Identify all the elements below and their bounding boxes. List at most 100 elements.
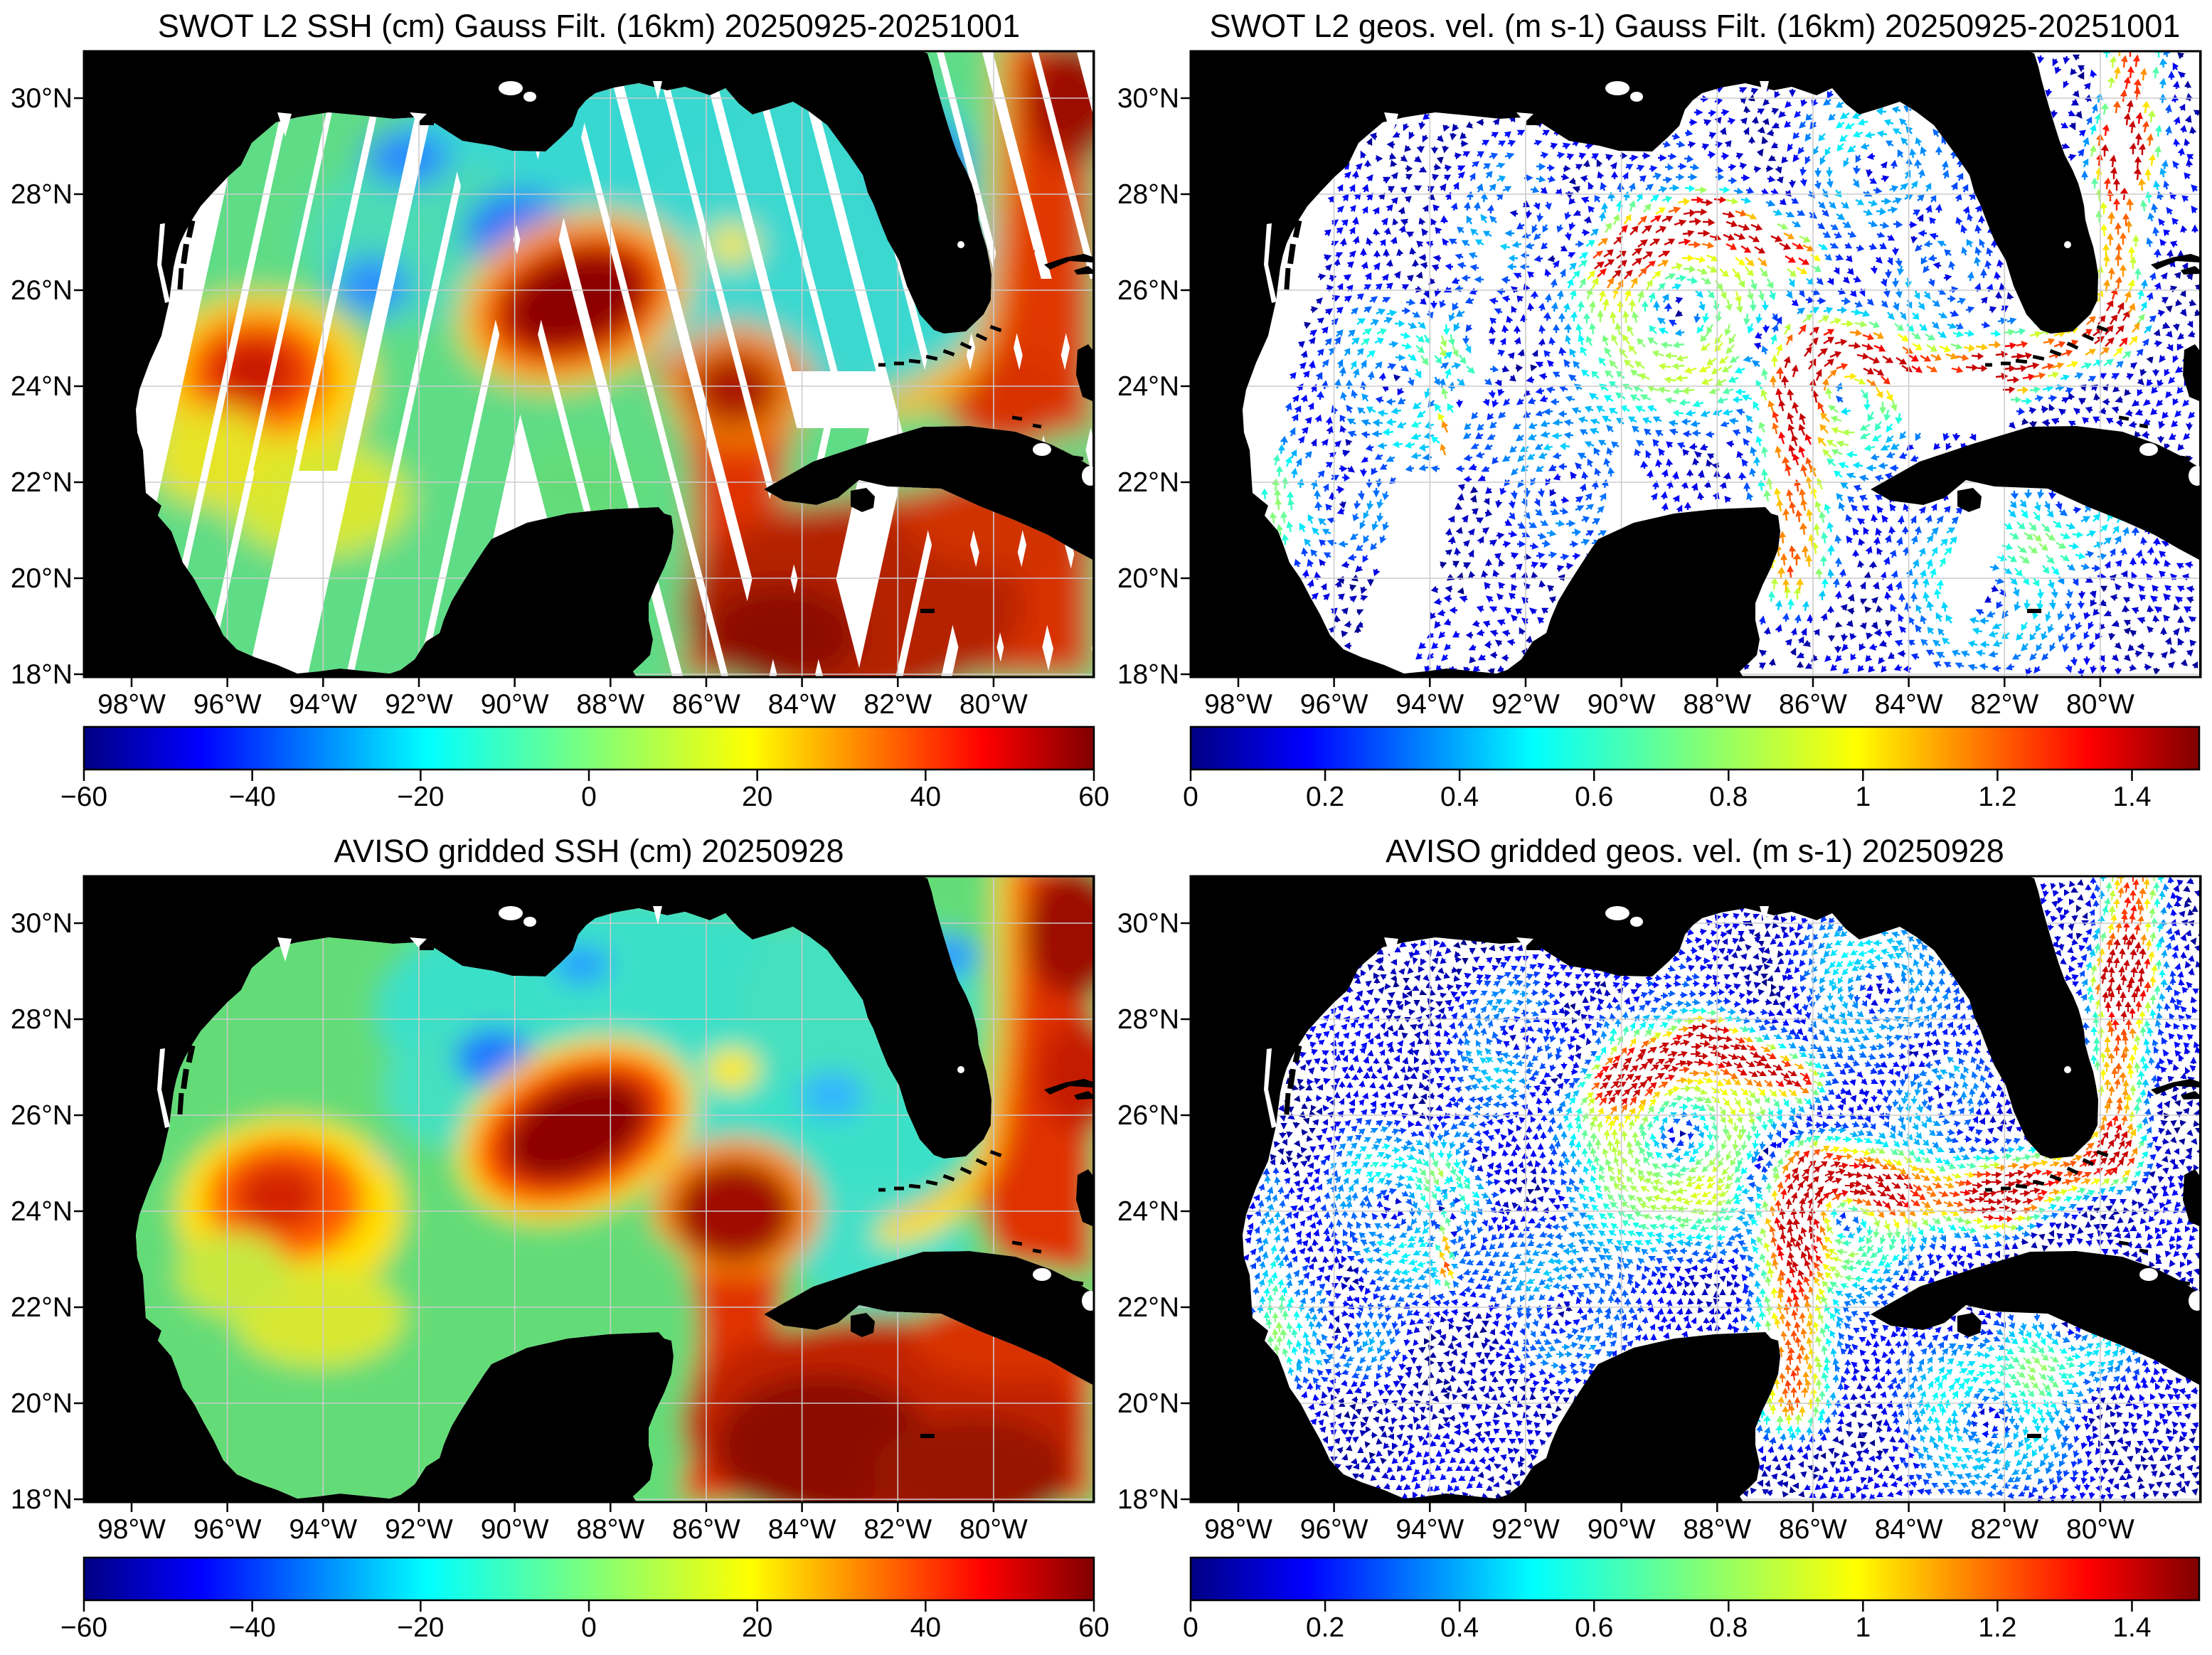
svg-text:82°W: 82°W: [1970, 689, 2038, 720]
svg-text:98°W: 98°W: [1204, 689, 1272, 720]
svg-text:−60: −60: [60, 782, 107, 812]
svg-text:90°W: 90°W: [1588, 689, 1656, 720]
svg-text:24°N: 24°N: [1117, 371, 1179, 402]
svg-text:88°W: 88°W: [1683, 689, 1751, 720]
svg-text:20°N: 20°N: [1117, 1388, 1179, 1419]
svg-text:92°W: 92°W: [385, 689, 453, 720]
svg-text:−20: −20: [397, 782, 444, 812]
svg-text:−40: −40: [229, 1612, 276, 1643]
svg-text:82°W: 82°W: [863, 1514, 932, 1545]
svg-text:30°N: 30°N: [1117, 908, 1179, 939]
svg-text:1.2: 1.2: [1978, 1612, 2016, 1643]
svg-text:90°W: 90°W: [481, 689, 549, 720]
svg-text:26°N: 26°N: [11, 275, 73, 306]
svg-text:24°N: 24°N: [11, 371, 73, 402]
svg-text:98°W: 98°W: [97, 689, 166, 720]
svg-text:0.6: 0.6: [1575, 782, 1613, 812]
svg-text:0: 0: [581, 1612, 597, 1643]
svg-text:20°N: 20°N: [11, 563, 73, 594]
svg-text:18°N: 18°N: [11, 659, 73, 690]
svg-text:92°W: 92°W: [1491, 689, 1560, 720]
svg-text:84°W: 84°W: [768, 1514, 836, 1545]
svg-text:84°W: 84°W: [1875, 689, 1943, 720]
svg-text:0.4: 0.4: [1440, 782, 1479, 812]
svg-text:82°W: 82°W: [1970, 1514, 2038, 1545]
svg-text:AVISO gridded SSH (cm) 2025092: AVISO gridded SSH (cm) 20250928: [334, 833, 844, 869]
svg-text:30°N: 30°N: [11, 83, 73, 114]
svg-text:30°N: 30°N: [1117, 83, 1179, 114]
svg-text:26°N: 26°N: [1117, 1100, 1179, 1131]
svg-text:84°W: 84°W: [1875, 1514, 1943, 1545]
svg-text:30°N: 30°N: [11, 908, 73, 939]
svg-text:18°N: 18°N: [1117, 1484, 1179, 1515]
svg-text:94°W: 94°W: [289, 689, 357, 720]
svg-text:20: 20: [742, 782, 772, 812]
svg-text:96°W: 96°W: [1300, 1514, 1368, 1545]
svg-text:28°N: 28°N: [1117, 1004, 1179, 1035]
svg-text:28°N: 28°N: [1117, 179, 1179, 210]
svg-text:92°W: 92°W: [1491, 1514, 1560, 1545]
svg-text:98°W: 98°W: [97, 1514, 166, 1545]
svg-text:22°N: 22°N: [1117, 1292, 1179, 1323]
svg-text:90°W: 90°W: [481, 1514, 549, 1545]
svg-text:1: 1: [1855, 782, 1871, 812]
svg-text:0.2: 0.2: [1306, 782, 1344, 812]
svg-text:92°W: 92°W: [385, 1514, 453, 1545]
svg-text:20°N: 20°N: [1117, 563, 1179, 594]
svg-text:94°W: 94°W: [1395, 1514, 1464, 1545]
svg-text:84°W: 84°W: [768, 689, 836, 720]
svg-text:96°W: 96°W: [193, 1514, 262, 1545]
svg-text:22°N: 22°N: [11, 467, 73, 498]
svg-text:SWOT L2 geos. vel. (m s-1) Gau: SWOT L2 geos. vel. (m s-1) Gauss Filt. (…: [1210, 8, 2181, 44]
svg-text:80°W: 80°W: [2066, 1514, 2134, 1545]
svg-text:28°N: 28°N: [11, 1004, 73, 1035]
svg-text:0.4: 0.4: [1440, 1612, 1479, 1643]
svg-text:80°W: 80°W: [2066, 689, 2134, 720]
svg-text:0: 0: [1183, 1612, 1198, 1643]
svg-text:80°W: 80°W: [959, 689, 1028, 720]
svg-text:20°N: 20°N: [11, 1388, 73, 1419]
svg-text:26°N: 26°N: [11, 1100, 73, 1131]
svg-text:0.8: 0.8: [1709, 782, 1748, 812]
svg-text:28°N: 28°N: [11, 179, 73, 210]
svg-text:82°W: 82°W: [863, 689, 932, 720]
svg-text:AVISO gridded geos. vel. (m s-: AVISO gridded geos. vel. (m s-1) 2025092…: [1386, 833, 2004, 869]
svg-text:18°N: 18°N: [1117, 659, 1179, 690]
svg-text:SWOT L2 SSH (cm) Gauss Filt. (: SWOT L2 SSH (cm) Gauss Filt. (16km) 2025…: [158, 8, 1020, 44]
svg-text:96°W: 96°W: [1300, 689, 1368, 720]
svg-text:0: 0: [1183, 782, 1198, 812]
svg-text:40: 40: [910, 1612, 941, 1643]
svg-text:1.2: 1.2: [1978, 782, 2016, 812]
svg-text:86°W: 86°W: [672, 689, 740, 720]
svg-text:24°N: 24°N: [11, 1196, 73, 1227]
svg-text:86°W: 86°W: [1779, 1514, 1847, 1545]
svg-text:1.4: 1.4: [2112, 782, 2151, 812]
svg-text:22°N: 22°N: [1117, 467, 1179, 498]
svg-text:98°W: 98°W: [1204, 1514, 1272, 1545]
svg-text:0.8: 0.8: [1709, 1612, 1748, 1643]
svg-text:22°N: 22°N: [11, 1292, 73, 1323]
svg-text:88°W: 88°W: [576, 1514, 644, 1545]
svg-text:90°W: 90°W: [1588, 1514, 1656, 1545]
svg-text:1: 1: [1855, 1612, 1871, 1643]
svg-text:26°N: 26°N: [1117, 275, 1179, 306]
svg-text:−60: −60: [60, 1612, 107, 1643]
svg-text:86°W: 86°W: [672, 1514, 740, 1545]
svg-text:24°N: 24°N: [1117, 1196, 1179, 1227]
svg-text:94°W: 94°W: [1395, 689, 1464, 720]
svg-text:18°N: 18°N: [11, 1484, 73, 1515]
svg-text:96°W: 96°W: [193, 689, 262, 720]
svg-text:0: 0: [581, 782, 597, 812]
svg-text:1.4: 1.4: [2112, 1612, 2151, 1643]
svg-text:60: 60: [1078, 782, 1109, 812]
svg-text:88°W: 88°W: [1683, 1514, 1751, 1545]
svg-text:94°W: 94°W: [289, 1514, 357, 1545]
svg-text:86°W: 86°W: [1779, 689, 1847, 720]
svg-text:40: 40: [910, 782, 941, 812]
svg-text:−40: −40: [229, 782, 276, 812]
svg-text:60: 60: [1078, 1612, 1109, 1643]
svg-text:0.2: 0.2: [1306, 1612, 1344, 1643]
svg-text:20: 20: [742, 1612, 772, 1643]
svg-text:−20: −20: [397, 1612, 444, 1643]
svg-text:80°W: 80°W: [959, 1514, 1028, 1545]
